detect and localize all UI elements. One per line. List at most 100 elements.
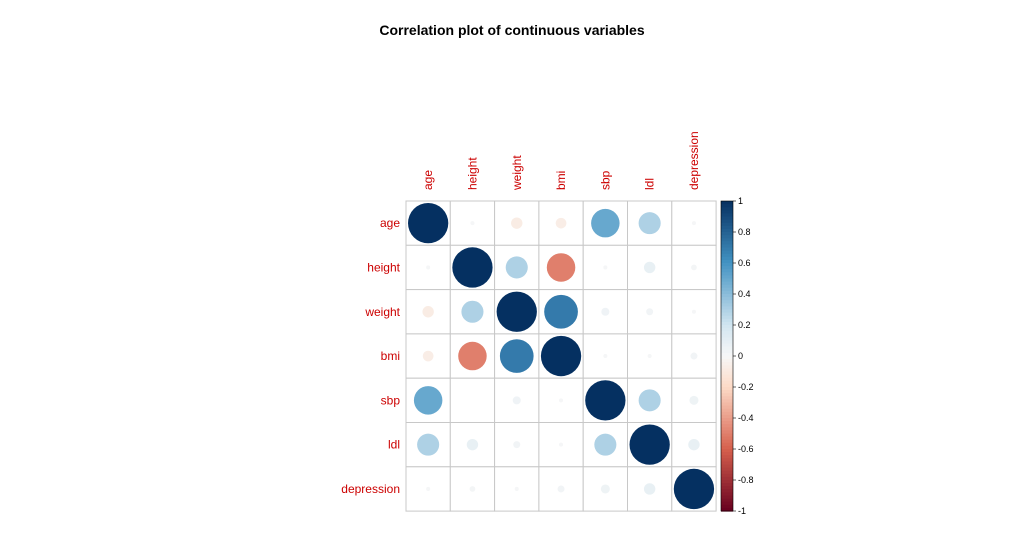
row-label-age: age bbox=[380, 216, 400, 230]
colorbar-segment bbox=[721, 241, 733, 245]
colorbar-segment bbox=[721, 331, 733, 335]
colorbar-segment bbox=[721, 269, 733, 273]
colorbar-segment bbox=[721, 439, 733, 444]
colorbar-segment bbox=[721, 362, 733, 366]
row-label-ldl: ldl bbox=[388, 438, 400, 452]
colorbar-segment bbox=[721, 219, 733, 224]
colorbar-segment bbox=[721, 201, 733, 205]
colorbar-segment bbox=[721, 343, 733, 348]
colorbar-segment bbox=[721, 486, 733, 490]
colorbar-segment bbox=[721, 377, 733, 382]
colorbar-segment bbox=[721, 380, 733, 385]
colorbar-segment bbox=[721, 266, 733, 270]
colorbar-segment bbox=[721, 225, 733, 230]
correlation-circle-bmi-weight bbox=[499, 339, 534, 373]
correlation-circle-sbp-ldl bbox=[638, 389, 661, 412]
column-label-height: height bbox=[465, 157, 479, 190]
colorbar-segment bbox=[721, 371, 733, 376]
correlation-circle-weight-depression bbox=[691, 309, 696, 314]
colorbar-segment bbox=[721, 263, 733, 267]
colorbar-segment bbox=[721, 250, 733, 255]
correlation-circle-age-age bbox=[408, 203, 449, 244]
colorbar-segment bbox=[721, 498, 733, 503]
correlation-circle-height-sbp bbox=[603, 265, 608, 270]
correlation-circle-sbp-sbp bbox=[585, 380, 626, 421]
colorbar-segment bbox=[721, 204, 733, 208]
colorbar-segment bbox=[721, 281, 733, 286]
colorbar-segment bbox=[721, 247, 733, 252]
colorbar-tick-label: 1 bbox=[738, 196, 743, 206]
colorbar-segment bbox=[721, 318, 733, 323]
colorbar-segment bbox=[721, 489, 733, 493]
correlation-circle-ldl-bmi bbox=[559, 442, 564, 447]
colorbar-segment bbox=[721, 507, 733, 512]
colorbar-segment bbox=[721, 325, 733, 329]
colorbar-segment bbox=[721, 259, 733, 264]
colorbar-segment bbox=[721, 427, 733, 431]
row-label-sbp: sbp bbox=[381, 393, 401, 407]
colorbar-segment bbox=[721, 222, 733, 227]
column-label-age: age bbox=[421, 170, 435, 190]
correlation-circle-age-ldl bbox=[638, 212, 661, 235]
colorbar-segment bbox=[721, 399, 733, 404]
column-label-ldl: ldl bbox=[643, 178, 657, 190]
correlation-circle-height-ldl bbox=[643, 261, 656, 274]
correlation-circle-age-depression bbox=[691, 221, 696, 226]
colorbar-segment bbox=[721, 396, 733, 400]
colorbar-segment bbox=[721, 374, 733, 379]
column-label-sbp: sbp bbox=[598, 170, 612, 190]
colorbar-tick-label: 0.4 bbox=[738, 289, 751, 299]
colorbar-segment bbox=[721, 346, 733, 351]
correlation-circle-age-weight bbox=[511, 217, 523, 229]
colorbar-segment bbox=[721, 405, 733, 410]
chart-title: Correlation plot of continuous variables bbox=[379, 22, 645, 38]
colorbar-segment bbox=[721, 287, 733, 292]
colorbar-segment bbox=[721, 408, 733, 413]
correlation-circle-age-height bbox=[470, 221, 475, 226]
correlation-circle-weight-bmi bbox=[544, 294, 578, 329]
correlation-circle-ldl-height bbox=[466, 438, 479, 451]
colorbar-segment bbox=[721, 433, 733, 438]
colorbar-segment bbox=[721, 207, 733, 211]
colorbar-tick-label: 0.8 bbox=[738, 227, 751, 237]
colorbar-segment bbox=[721, 383, 733, 388]
colorbar-segment bbox=[721, 436, 733, 441]
colorbar-segment bbox=[721, 290, 733, 295]
colorbar-segment bbox=[721, 414, 733, 419]
correlation-circle-height-height bbox=[452, 247, 493, 288]
correlation-circle-weight-ldl bbox=[646, 308, 654, 316]
colorbar-segment bbox=[721, 315, 733, 320]
colorbar-segment bbox=[721, 359, 733, 363]
colorbar-segment bbox=[721, 470, 733, 475]
row-label-bmi: bmi bbox=[381, 349, 400, 363]
correlation-circle-depression-ldl bbox=[643, 483, 656, 495]
colorbar-segment bbox=[721, 337, 733, 342]
colorbar-tick-label: 0 bbox=[738, 351, 743, 361]
correlation-circle-age-bmi bbox=[555, 217, 567, 229]
correlation-circle-weight-weight bbox=[496, 291, 537, 332]
correlation-circle-sbp-depression bbox=[689, 395, 699, 405]
colorbar-tick-label: 0.6 bbox=[738, 258, 751, 268]
colorbar-segment bbox=[721, 390, 733, 394]
correlation-circle-depression-depression bbox=[673, 468, 715, 510]
grid-cell bbox=[449, 377, 496, 424]
correlation-circle-weight-age bbox=[422, 306, 434, 318]
colorbar-segment bbox=[721, 352, 733, 357]
colorbar-segment bbox=[721, 275, 733, 280]
colorbar-segment bbox=[721, 334, 733, 338]
colorbar-segment bbox=[721, 294, 733, 298]
colorbar-segment bbox=[721, 452, 733, 456]
correlation-circle-sbp-age bbox=[413, 386, 443, 415]
colorbar-segment bbox=[721, 235, 733, 239]
colorbar-segment bbox=[721, 393, 733, 397]
correlation-circle-ldl-depression bbox=[688, 438, 700, 451]
correlation-circle-height-bmi bbox=[546, 253, 576, 282]
correlation-circle-height-age bbox=[426, 265, 431, 270]
colorbar-tick-label: -0.4 bbox=[738, 413, 754, 423]
correlation-circle-bmi-height bbox=[458, 341, 487, 371]
colorbar-segment bbox=[721, 449, 733, 453]
colorbar-segment bbox=[721, 356, 733, 360]
colorbar-segment bbox=[721, 278, 733, 283]
grid-cell bbox=[449, 466, 496, 512]
colorbar-segment bbox=[721, 473, 733, 478]
